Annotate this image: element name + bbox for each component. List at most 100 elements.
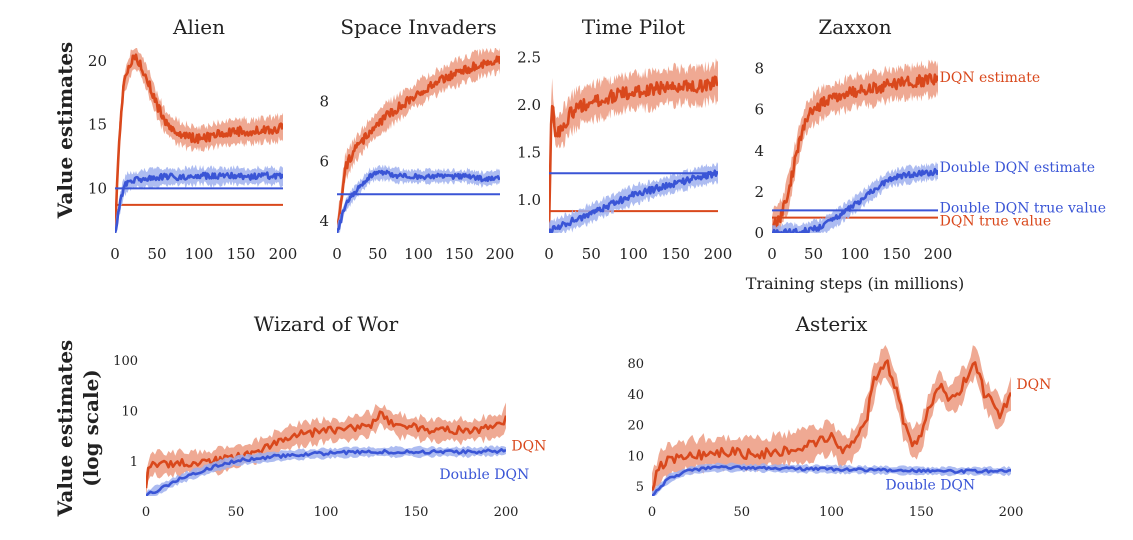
x-tick-label: 200 <box>704 245 733 263</box>
annotation-label: DQN true value <box>940 214 1052 230</box>
band-double_est <box>146 445 506 496</box>
y-tick-label: 8 <box>319 93 329 111</box>
x-tick-label: 150 <box>661 245 690 263</box>
x-tick-label: 100 <box>819 505 844 520</box>
y-tick-label: 8 <box>754 60 764 78</box>
x-tick-label: 100 <box>185 245 214 263</box>
panel-2: Time Pilot 0 50 100 150 200 1.0 1.5 2.0 2.5 <box>517 15 732 263</box>
series-dqn_est <box>652 359 1011 493</box>
x-tick-label: 200 <box>924 245 953 263</box>
x-tick-label: 200 <box>999 505 1024 520</box>
annotation-label: Double DQN <box>885 477 975 493</box>
y-tick-label: 10 <box>88 179 107 197</box>
y-tick-label: 10 <box>627 449 644 464</box>
y-tick-label: 4 <box>319 212 329 230</box>
x-tick-label: 150 <box>882 245 911 263</box>
x-tick-label: 150 <box>445 245 474 263</box>
y-tick-label: 80 <box>627 357 644 372</box>
x-tick-label: 150 <box>404 505 429 520</box>
panel-title: Asterix <box>795 312 869 336</box>
series-double_est <box>772 167 938 233</box>
x-tick-label: 100 <box>619 245 648 263</box>
y-tick-label: 40 <box>627 388 644 403</box>
series-dqn_est <box>115 53 283 233</box>
panel-title: Alien <box>172 15 225 39</box>
x-tick-label: 50 <box>228 505 245 520</box>
x-tick-label: 100 <box>404 245 433 263</box>
panel-title: Zaxxon <box>818 15 891 39</box>
y-tick-label: 0 <box>754 224 764 242</box>
y-tick-label: 2.0 <box>517 96 541 114</box>
series-double_est <box>549 169 718 233</box>
annotation-label: DQN <box>1016 377 1051 393</box>
plot-area <box>337 48 500 233</box>
panel-4: Wizard of Wor 0 50 100 150 200 1 10 100 DQN Double… <box>113 312 546 520</box>
x-tick-label: 0 <box>142 505 150 520</box>
y-tick-label: 10 <box>121 404 138 419</box>
panel-3: Zaxxon 0 50 100 150 200 0 2 4 6 8 DQN estimate Doubl… <box>746 15 1106 293</box>
y-tick-label: 2.5 <box>517 48 541 66</box>
annotation-label: DQN <box>511 439 546 455</box>
x-tick-label: 0 <box>648 505 656 520</box>
x-tick-label: 200 <box>269 245 298 263</box>
x-tick-label: 200 <box>486 245 515 263</box>
y-tick-label: 4 <box>754 142 764 160</box>
x-tick-label: 0 <box>332 245 342 263</box>
series-dqn_est <box>549 75 718 231</box>
x-tick-label: 50 <box>582 245 601 263</box>
x-tick-label: 50 <box>147 245 166 263</box>
panel-title: Time Pilot <box>582 15 685 39</box>
annotation-label: Double DQN <box>439 467 529 483</box>
y-axis-label-bottom-line1: Value estimates <box>53 340 77 518</box>
x-tick-label: 100 <box>841 245 870 263</box>
y-axis-label-bottom-line2: (log scale) <box>79 369 103 487</box>
x-tick-label: 150 <box>227 245 256 263</box>
annotation-label: DQN estimate <box>940 70 1041 86</box>
plot-area <box>549 58 718 233</box>
series-double_est <box>115 171 283 233</box>
annotation-label: Double DQN true value <box>940 200 1106 216</box>
series-double_est <box>337 169 500 233</box>
x-tick-label: 100 <box>314 505 339 520</box>
series-double_est <box>652 465 1011 496</box>
band-dqn_est <box>772 59 938 233</box>
band-double_est <box>115 164 283 233</box>
x-tick-label: 50 <box>804 245 823 263</box>
x-tick-label: 0 <box>767 245 777 263</box>
band-dqn_est <box>652 345 1011 496</box>
plot-area <box>115 48 283 233</box>
y-tick-label: 20 <box>88 52 107 70</box>
x-tick-label: 0 <box>110 245 120 263</box>
x-tick-label: 150 <box>909 505 934 520</box>
panel-5: Asterix 0 50 100 150 200 5 10 20 40 80 DQN Double DQ… <box>627 312 1051 520</box>
y-tick-label: 100 <box>113 354 138 369</box>
y-tick-label: 2 <box>754 183 764 201</box>
x-tick-label: 0 <box>544 245 554 263</box>
y-tick-label: 1.0 <box>517 191 541 209</box>
y-tick-label: 15 <box>88 116 107 134</box>
y-tick-label: 20 <box>627 419 644 434</box>
y-tick-label: 1 <box>130 455 138 470</box>
series-double_est <box>146 448 506 496</box>
plot-area <box>146 402 506 496</box>
panel-0: Alien 0 50 100 150 200 10 15 20 <box>88 15 297 263</box>
y-tick-label: 6 <box>754 101 764 119</box>
panel-1: Space Invaders 0 50 100 150 200 4 6 8 <box>319 15 514 263</box>
y-tick-label: 5 <box>636 480 644 495</box>
x-tick-label: 50 <box>368 245 387 263</box>
x-tick-label: 50 <box>733 505 750 520</box>
y-tick-label: 6 <box>319 152 329 170</box>
series-dqn_est <box>146 410 506 489</box>
panel-title: Wizard of Wor <box>254 312 399 336</box>
y-tick-label: 1.5 <box>517 143 541 161</box>
y-axis-label-top: Value estimates <box>53 42 77 220</box>
plot-area <box>772 59 938 233</box>
panel-title: Space Invaders <box>340 15 496 39</box>
x-axis-label: Training steps (in millions) <box>746 274 964 293</box>
series-dqn_est <box>772 72 938 232</box>
x-tick-label: 200 <box>494 505 519 520</box>
series-dqn_est <box>337 55 500 233</box>
plot-area <box>652 345 1011 496</box>
